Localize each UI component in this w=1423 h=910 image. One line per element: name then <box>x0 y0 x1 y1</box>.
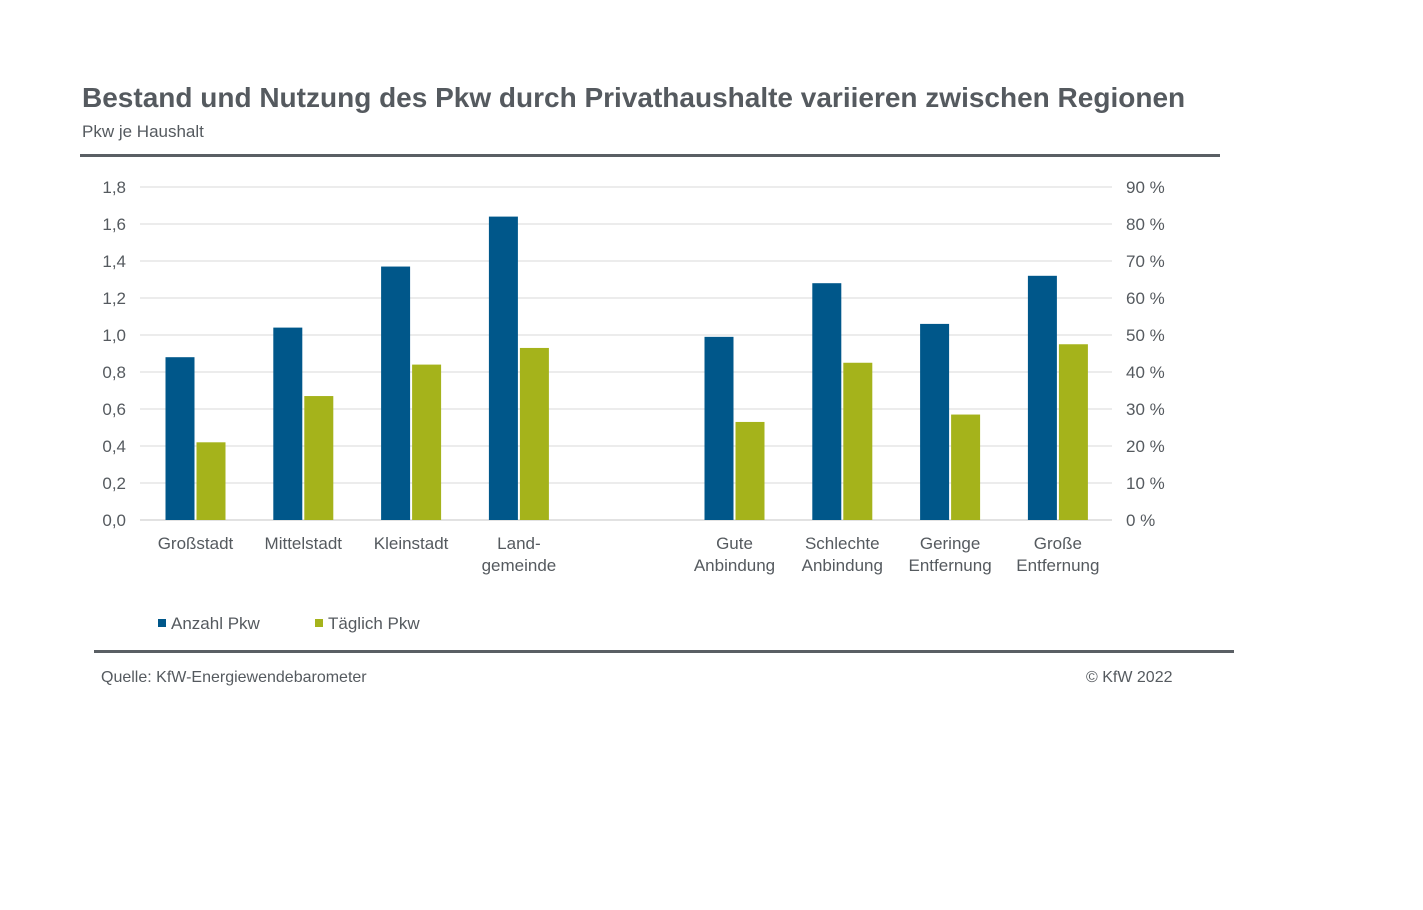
chart-title: Bestand und Nutzung des Pkw durch Privat… <box>82 82 1186 113</box>
bar-taeglich-pkw <box>412 364 442 520</box>
category-label: Geringe Entfernung <box>909 534 992 575</box>
legend-label-anzahl-pkw: Anzahl Pkw <box>171 614 261 633</box>
right-tick-label: 20 % <box>1126 437 1165 456</box>
right-tick-label: 80 % <box>1126 215 1165 234</box>
bar-anzahl-pkw <box>488 216 518 520</box>
category-label: Land-gemeinde <box>482 534 557 575</box>
source-note: Quelle: KfW-Energiewendebarometer <box>101 669 367 686</box>
category-label: Mittelstadt <box>265 534 343 553</box>
left-axis-ticks: 0,0 0,2 0,4 0,6 0,8 1,0 1,2 1,4 1,6 1,8 <box>102 178 126 530</box>
left-tick-label: 0,0 <box>102 511 126 530</box>
bar-anzahl-pkw <box>812 283 842 520</box>
top-divider <box>80 154 1220 157</box>
right-tick-label: 90 % <box>1126 178 1165 197</box>
left-tick-label: 1,6 <box>102 215 126 234</box>
bar-anzahl-pkw <box>704 336 734 520</box>
right-tick-label: 60 % <box>1126 289 1165 308</box>
bottom-divider <box>94 650 1234 653</box>
bars <box>165 216 1088 520</box>
right-tick-label: 30 % <box>1126 400 1165 419</box>
bar-anzahl-pkw <box>273 327 303 520</box>
left-tick-label: 1,0 <box>102 326 126 345</box>
bar-taeglich-pkw <box>843 362 873 520</box>
category-label: Große Entfernung <box>1016 534 1099 575</box>
bar-anzahl-pkw <box>165 357 195 520</box>
left-tick-label: 0,4 <box>102 437 126 456</box>
left-tick-label: 1,4 <box>102 252 126 271</box>
bar-anzahl-pkw <box>1027 275 1057 520</box>
left-tick-label: 1,8 <box>102 178 126 197</box>
right-tick-label: 50 % <box>1126 326 1165 345</box>
left-tick-label: 0,2 <box>102 474 126 493</box>
bar-taeglich-pkw <box>1058 344 1088 520</box>
chart-subtitle: Pkw je Haushalt <box>82 122 204 141</box>
right-axis-ticks: 0 % 10 % 20 % 30 % 40 % 50 % 60 % 70 % 80 % 90 % <box>1126 178 1165 530</box>
right-tick-label: 40 % <box>1126 363 1165 382</box>
category-label: Schlechte Anbindung <box>802 534 883 575</box>
legend-swatch-taeglich-pkw <box>315 619 323 627</box>
bar-taeglich-pkw <box>304 396 334 520</box>
right-tick-label: 70 % <box>1126 252 1165 271</box>
left-tick-label: 1,2 <box>102 289 126 308</box>
bar-taeglich-pkw <box>519 347 549 520</box>
right-tick-label: 0 % <box>1126 511 1155 530</box>
category-label: Gute Anbindung <box>694 534 775 575</box>
copyright-note: © KfW 2022 <box>1086 669 1173 686</box>
legend: Anzahl Pkw Täglich Pkw <box>158 614 420 633</box>
bar-anzahl-pkw <box>381 266 411 520</box>
category-label: Großstadt <box>158 534 234 553</box>
bar-taeglich-pkw <box>735 421 765 520</box>
bar-anzahl-pkw <box>920 323 950 520</box>
left-tick-label: 0,6 <box>102 400 126 419</box>
category-label: Kleinstadt <box>374 534 449 553</box>
legend-label-taeglich-pkw: Täglich Pkw <box>328 614 420 633</box>
bar-taeglich-pkw <box>196 442 226 520</box>
left-tick-label: 0,8 <box>102 363 126 382</box>
legend-swatch-anzahl-pkw <box>158 619 166 627</box>
right-tick-label: 10 % <box>1126 474 1165 493</box>
bar-taeglich-pkw <box>951 414 981 520</box>
category-labels: Großstadt Mittelstadt Kleinstadt Land-gemei… <box>158 534 1100 575</box>
